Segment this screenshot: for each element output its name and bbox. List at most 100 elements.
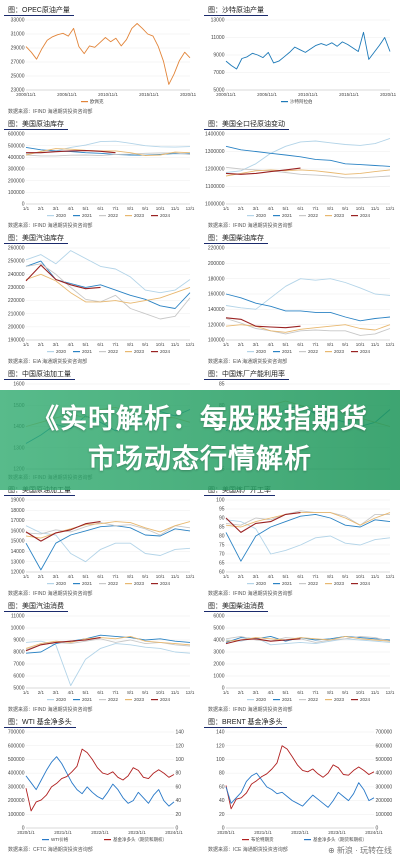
x-tick-label: 11/1 xyxy=(171,342,180,347)
x-tick-label: 4/1 xyxy=(268,206,275,211)
x-tick-label: 1/1 xyxy=(23,690,30,695)
legend-label: 基金净多头（期货和期权） xyxy=(113,836,167,843)
legend-label: 2024 xyxy=(360,581,371,586)
legend-label: 2022 xyxy=(108,213,119,218)
series-line xyxy=(25,264,101,290)
x-tick-label: 5/1 xyxy=(83,690,90,695)
x-tick-label: 8/1 xyxy=(127,206,134,211)
x-tick-label: 10/1 xyxy=(156,574,165,579)
y-tick-label: 200000 xyxy=(8,178,25,184)
y2-tick-label: 600000 xyxy=(376,743,393,749)
legend-label: 2021 xyxy=(82,581,93,586)
x-tick-label: 10/1 xyxy=(356,690,365,695)
x-tick-label: 2020/1/1 xyxy=(217,830,235,835)
x-tick-label: 12/1 xyxy=(386,574,395,579)
y-tick-label: 1000 xyxy=(213,674,224,680)
x-tick-label: 7/1 xyxy=(312,690,319,695)
x-tick-label: 5/1 xyxy=(283,206,290,211)
series-line xyxy=(25,152,191,157)
x-tick-label: 7/1 xyxy=(312,342,319,347)
chart-panel-p9: 图：美国原油加工量 数据来源：IFIND 海通期货投资咨询部 19000 18000 1… xyxy=(4,484,196,598)
chart-plot: 260000 250000 240000 230000 220000 210000 2000… xyxy=(8,246,195,354)
x-tick-label: 2021/1/1 xyxy=(54,830,72,835)
y-tick-label: 12000 xyxy=(11,570,25,576)
x-tick-label: 8/1 xyxy=(327,574,334,579)
chart-panel-p4: 图：美国全口径原油变动 数据来源：IFIND 海通期货投资咨询部 1400000 13… xyxy=(204,118,396,230)
series-line xyxy=(225,169,391,177)
x-tick-label: 6/1 xyxy=(297,342,304,347)
legend-label: 欧佩克 xyxy=(90,98,104,105)
x-tick-label: 1/1 xyxy=(223,206,230,211)
chart-title: 图：BRENT 基金净多头 xyxy=(204,717,287,729)
y-tick-label: 80 xyxy=(219,771,225,777)
x-tick-label: 9/1 xyxy=(342,206,349,211)
series-line xyxy=(25,756,175,807)
x-tick-label: 2022/1/1 xyxy=(291,830,309,835)
x-tick-label: 2/1 xyxy=(238,574,245,579)
headline-banner[interactable]: 《实时解析：每股股指期货市场动态行情解析 xyxy=(0,390,400,490)
chart-plot: 19000 18000 17000 16000 15000 14000 13000 12000… xyxy=(11,498,195,586)
chart-title: 图：中国炼厂产能利用率 xyxy=(204,369,289,381)
y-tick-label: 6000 xyxy=(213,614,224,620)
x-tick-label: 3/1 xyxy=(53,342,60,347)
chart-title: 图：美国汽油消费 xyxy=(4,601,68,613)
chart-source: 数据来源：ICE 海通期货投资咨询部 xyxy=(208,847,288,853)
y-tick-label: 7000 xyxy=(13,662,24,668)
legend-label: 2023 xyxy=(134,213,145,218)
y-tick-label: 1100000 xyxy=(205,184,224,190)
chart-panel-p14: 图：BRENT 基金净多头 数据来源：ICE 海通期货投资咨询部 140 120 100… xyxy=(204,716,396,854)
x-tick-label: 7/1 xyxy=(112,690,119,695)
x-tick-label: 2/1 xyxy=(38,574,45,579)
legend-label: 2024 xyxy=(160,213,171,218)
x-tick-label: 6/1 xyxy=(297,574,304,579)
chart-title: 图：美国柴油消费 xyxy=(204,601,268,613)
series-line xyxy=(25,263,191,320)
x-tick-label: 2/1 xyxy=(238,690,245,695)
y-tick-label: 140 xyxy=(216,730,225,736)
chart-source: 数据来源：IFIND 海通期货投资咨询部 xyxy=(208,707,293,713)
x-tick-label: 8/1 xyxy=(327,206,334,211)
legend-label: 沙特阿拉伯 xyxy=(290,98,313,105)
chart-panel-p13: 图：WTI 基金净多头 数据来源：CFTC 海通期货投资咨询部 700000 6000… xyxy=(4,716,196,854)
chart-title: 图：美国柴油库存 xyxy=(204,233,268,245)
x-tick-label: 11/1 xyxy=(171,206,180,211)
legend-label: 2021 xyxy=(282,581,293,586)
series-line xyxy=(25,522,191,536)
y-tick-label: 60 xyxy=(219,784,225,790)
y-tick-label: 0 xyxy=(22,826,25,832)
y-tick-label: 6000 xyxy=(13,674,24,680)
legend-label: 2022 xyxy=(108,349,119,354)
source-watermark: ⊕ 新浪 · 玩转在线 xyxy=(327,846,392,855)
x-tick-label: 6/1 xyxy=(297,690,304,695)
y-tick-label: 5000 xyxy=(213,626,224,632)
legend-label: 2023 xyxy=(334,349,345,354)
y-tick-label: 1400000 xyxy=(205,132,225,138)
x-tick-label: 2015/11/1 xyxy=(139,92,159,97)
y-tick-label: 400000 xyxy=(8,155,25,161)
legend-label: 2024 xyxy=(160,697,171,702)
x-tick-label: 1/1 xyxy=(223,342,230,347)
chart-source: 数据来源：EIA 海通期货投资咨询部 xyxy=(208,359,288,365)
x-tick-label: 4/1 xyxy=(68,690,75,695)
y-tick-label: 5000 xyxy=(13,686,24,692)
x-tick-label: 3/1 xyxy=(53,690,60,695)
x-tick-label: 5/1 xyxy=(83,342,90,347)
series-line xyxy=(225,278,391,310)
x-tick-label: 7/1 xyxy=(112,342,119,347)
x-tick-label: 10/1 xyxy=(156,342,165,347)
y-tick-label: 1000000 xyxy=(205,202,225,208)
y-tick-label: 100 xyxy=(216,757,225,763)
y-tick-label: 31000 xyxy=(11,32,25,38)
y-tick-label: 5000 xyxy=(213,88,224,94)
chart-panel-p3: 图：美国原油库存 数据来源：IFIND 海通期货投资咨询部 600000 500000… xyxy=(4,118,196,230)
x-tick-label: 7/1 xyxy=(312,574,319,579)
x-tick-label: 11/1 xyxy=(371,206,380,211)
legend-label: 2024 xyxy=(160,349,171,354)
x-tick-label: 2010/11/1 xyxy=(98,92,118,97)
x-tick-label: 9/1 xyxy=(342,342,349,347)
series-line xyxy=(225,510,390,526)
chart-title: 图：美国原油库存 xyxy=(4,119,68,131)
